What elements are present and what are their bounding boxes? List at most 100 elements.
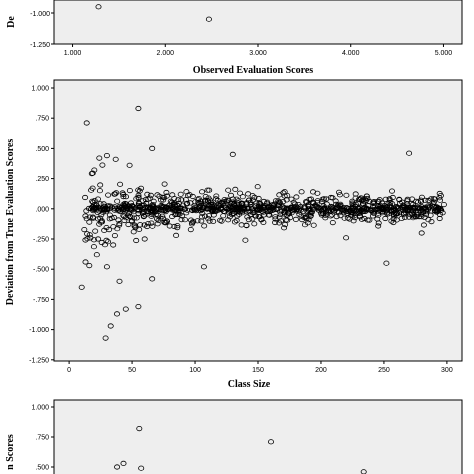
data-point bbox=[205, 213, 212, 219]
data-point bbox=[298, 213, 305, 219]
data-point bbox=[349, 205, 356, 212]
data-point bbox=[327, 208, 334, 214]
y-tick-label: -1.250 bbox=[29, 357, 49, 364]
data-point bbox=[187, 217, 194, 223]
y-axis-title: n Scores bbox=[5, 434, 16, 470]
data-point bbox=[363, 193, 370, 199]
data-point bbox=[260, 205, 267, 211]
data-point bbox=[224, 197, 231, 203]
data-point bbox=[110, 242, 117, 248]
scatter-panel-observed-scores: -1.000 -1.250 1.000 2.000 3.000 4.000 5.000 … bbox=[6, 0, 463, 76]
data-point bbox=[214, 197, 221, 204]
data-point bbox=[87, 235, 94, 241]
data-point bbox=[430, 196, 437, 202]
data-point bbox=[280, 190, 287, 196]
data-point bbox=[318, 198, 325, 204]
data-point bbox=[351, 212, 358, 218]
data-point bbox=[90, 244, 97, 250]
data-point bbox=[114, 226, 121, 232]
data-point bbox=[188, 221, 195, 227]
data-point bbox=[260, 219, 267, 225]
data-point bbox=[388, 218, 395, 224]
data-point bbox=[372, 207, 379, 213]
data-point bbox=[82, 237, 89, 243]
data-point bbox=[210, 218, 217, 224]
data-point bbox=[337, 213, 344, 219]
data-point bbox=[263, 206, 270, 212]
data-point bbox=[423, 207, 430, 213]
y-tick-label: -1.000 bbox=[29, 327, 49, 334]
data-point bbox=[217, 217, 224, 223]
data-point bbox=[363, 205, 370, 211]
data-point bbox=[95, 4, 102, 10]
data-point bbox=[184, 200, 191, 206]
data-point bbox=[86, 219, 93, 225]
data-point bbox=[83, 120, 90, 126]
data-point bbox=[140, 209, 147, 215]
data-point bbox=[138, 465, 145, 471]
data-point bbox=[135, 303, 142, 310]
x-tick-label: 5.000 bbox=[435, 50, 453, 57]
data-point bbox=[422, 197, 429, 203]
data-point bbox=[267, 439, 274, 445]
data-point bbox=[433, 204, 440, 210]
data-point bbox=[231, 219, 238, 225]
data-point bbox=[103, 264, 110, 270]
y-tick-label: -.250 bbox=[33, 237, 49, 244]
data-point bbox=[102, 242, 109, 248]
data-point bbox=[91, 167, 98, 173]
x-tick-label: 100 bbox=[189, 367, 201, 374]
x-axis-title: Class Size bbox=[228, 379, 271, 390]
data-point bbox=[337, 201, 344, 207]
data-point bbox=[187, 227, 194, 233]
data-point bbox=[159, 194, 166, 200]
data-point bbox=[305, 207, 312, 214]
data-point bbox=[191, 205, 198, 211]
data-point bbox=[187, 200, 194, 206]
data-point bbox=[382, 215, 389, 222]
data-point bbox=[82, 213, 89, 219]
data-point bbox=[344, 215, 351, 221]
data-point bbox=[122, 306, 129, 312]
data-point bbox=[389, 194, 396, 201]
y-tick-label: .000 bbox=[35, 206, 49, 213]
data-point bbox=[175, 197, 182, 203]
data-point bbox=[298, 189, 305, 195]
y-tick-label: 1.000 bbox=[31, 405, 49, 412]
data-point bbox=[174, 225, 181, 231]
data-point bbox=[123, 194, 130, 200]
data-point bbox=[336, 192, 343, 198]
data-point bbox=[418, 230, 425, 236]
data-point bbox=[291, 201, 298, 207]
data-point bbox=[221, 197, 228, 203]
data-point bbox=[195, 197, 202, 203]
data-point bbox=[361, 215, 368, 222]
data-point bbox=[292, 216, 299, 222]
data-point bbox=[150, 206, 157, 212]
data-point bbox=[163, 189, 170, 196]
data-point bbox=[241, 205, 248, 212]
data-point bbox=[90, 215, 97, 221]
data-point bbox=[114, 311, 121, 317]
data-point bbox=[120, 194, 127, 200]
data-point bbox=[117, 181, 124, 187]
data-point bbox=[125, 221, 132, 228]
data-point bbox=[115, 207, 122, 213]
data-point bbox=[374, 216, 381, 222]
data-point bbox=[440, 202, 447, 208]
data-point bbox=[91, 206, 98, 212]
data-point bbox=[387, 199, 394, 206]
data-point bbox=[388, 207, 395, 214]
data-point bbox=[255, 214, 262, 220]
x-tick-label: 1.000 bbox=[64, 50, 82, 57]
data-point bbox=[410, 215, 417, 221]
data-point bbox=[336, 210, 343, 216]
data-point bbox=[415, 206, 422, 212]
data-point bbox=[147, 195, 154, 201]
y-tick-label: -.500 bbox=[33, 267, 49, 274]
data-point bbox=[178, 217, 185, 223]
data-point bbox=[147, 192, 154, 198]
data-point bbox=[82, 194, 89, 201]
data-point bbox=[251, 221, 258, 227]
